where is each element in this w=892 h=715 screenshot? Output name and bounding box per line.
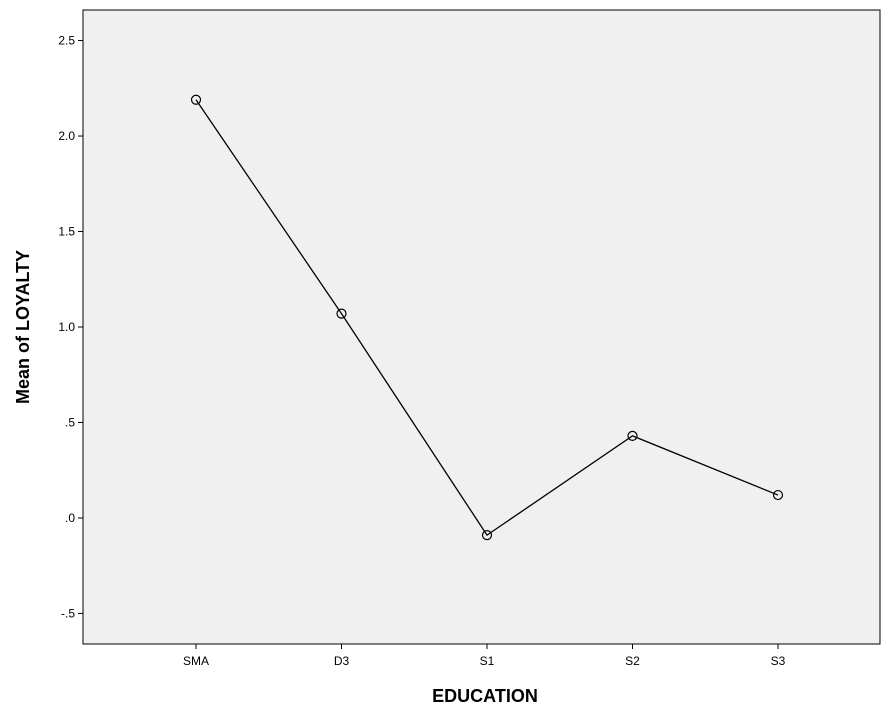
y-tick-label: .0: [65, 511, 75, 525]
x-tick-label: S2: [625, 654, 640, 668]
x-axis-title: EDUCATION: [432, 686, 538, 706]
data-point-s3: [772, 489, 784, 501]
y-axis-ticks: 2.5 2.0 1.5 1.0 .5 .0 -.5: [58, 34, 83, 620]
data-point-sma: [190, 94, 202, 105]
x-tick-label: S1: [480, 654, 495, 668]
data-point-s2: [627, 430, 638, 441]
x-tick-label: D3: [334, 654, 350, 668]
x-tick-label: SMA: [183, 654, 209, 668]
series-line: [195, 99, 779, 537]
x-axis-ticks: SMA D3 S1 S2 S3: [183, 644, 786, 668]
y-tick-label: 1.5: [58, 225, 75, 239]
data-point-s1: [481, 530, 493, 541]
data-points: [190, 94, 784, 541]
y-tick-label: 2.0: [58, 129, 75, 143]
y-tick-label: 2.5: [58, 34, 75, 48]
y-tick-label: 1.0: [58, 320, 75, 334]
y-tick-label: -.5: [61, 606, 75, 620]
y-axis-title: Mean of LOYALTY: [13, 250, 33, 404]
y-tick-label: .5: [65, 415, 75, 429]
data-point-d3: [336, 308, 347, 319]
x-tick-label: S3: [771, 654, 786, 668]
plot-area: [82, 9, 881, 645]
